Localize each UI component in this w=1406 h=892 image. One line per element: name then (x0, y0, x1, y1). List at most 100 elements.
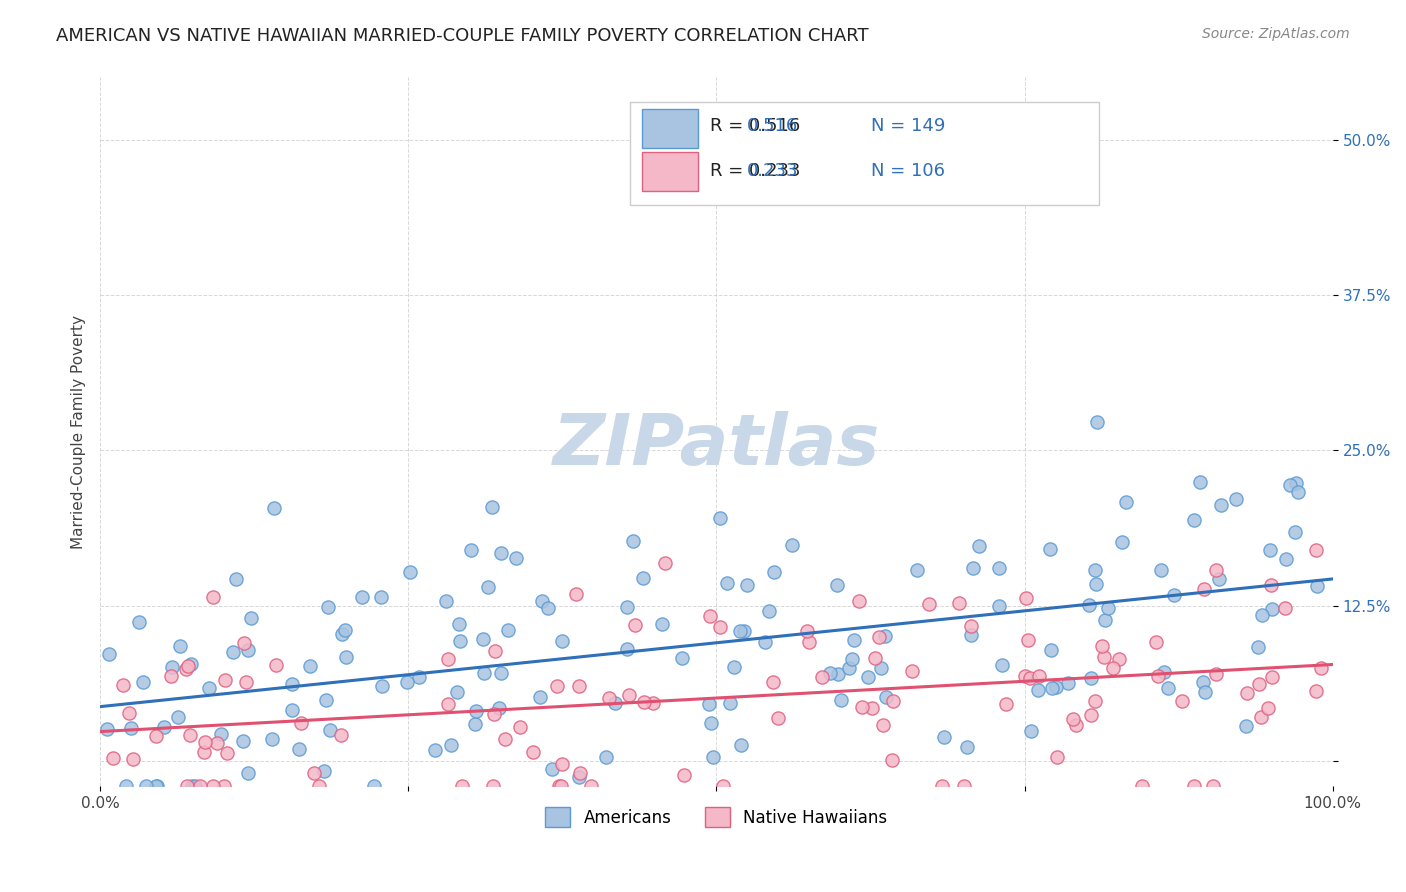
Point (811, 670, 834, 684)
Point (1261, 601, 1284, 615)
Point (1078, 598, 1101, 612)
Point (114, 779, 136, 793)
Point (145, 729, 167, 743)
Point (1040, 681, 1063, 695)
Point (482, 779, 505, 793)
Point (1080, 671, 1102, 685)
Point (1028, 669, 1050, 683)
Point (121, 752, 143, 766)
Point (616, 599, 638, 614)
Point (969, 539, 991, 553)
Point (288, 741, 311, 756)
Point (1274, 600, 1296, 615)
Point (931, 779, 953, 793)
Point (1157, 681, 1180, 695)
Point (97, 647, 120, 661)
Point (848, 594, 870, 608)
Point (598, 690, 620, 705)
Point (160, 660, 183, 674)
Point (780, 538, 803, 552)
Point (1275, 552, 1298, 566)
Point (1261, 670, 1284, 684)
Point (956, 739, 979, 754)
Legend: Americans, Native Hawaiians: Americans, Native Hawaiians (538, 800, 894, 834)
Point (1144, 635, 1167, 649)
Point (1258, 543, 1281, 558)
Point (481, 500, 503, 515)
Point (350, 591, 373, 605)
Point (1250, 710, 1272, 724)
Point (1019, 671, 1042, 685)
Point (1017, 633, 1039, 648)
Point (624, 617, 647, 632)
Text: N = 149: N = 149 (870, 117, 945, 135)
Point (621, 533, 644, 548)
Point (1062, 712, 1084, 726)
Point (948, 596, 970, 610)
Point (868, 630, 890, 644)
Text: Source: ZipAtlas.com: Source: ZipAtlas.com (1202, 27, 1350, 41)
Point (870, 661, 893, 675)
Point (1205, 563, 1227, 577)
Point (233, 636, 256, 650)
FancyBboxPatch shape (643, 110, 697, 148)
Point (550, 779, 572, 793)
Point (733, 624, 755, 639)
Point (1192, 582, 1215, 596)
Point (464, 705, 486, 719)
Point (302, 766, 325, 780)
Point (758, 604, 780, 618)
Point (236, 643, 259, 657)
Point (530, 594, 553, 608)
Point (363, 779, 385, 793)
Point (959, 619, 981, 633)
Point (838, 661, 860, 675)
Point (1080, 707, 1102, 722)
Point (1085, 415, 1108, 429)
Point (529, 690, 551, 705)
Point (799, 635, 821, 649)
Point (236, 765, 259, 780)
Point (988, 599, 1011, 613)
Point (1111, 535, 1133, 549)
Point (568, 679, 591, 693)
Point (505, 551, 527, 566)
Point (225, 573, 247, 587)
Point (860, 701, 883, 715)
Point (214, 779, 236, 793)
Point (198, 681, 221, 696)
Point (488, 701, 510, 715)
Point (181, 779, 204, 793)
Point (932, 730, 955, 744)
Point (235, 675, 257, 690)
Point (1021, 723, 1043, 738)
Point (1084, 563, 1107, 577)
Point (484, 643, 506, 657)
Point (766, 711, 789, 725)
Point (371, 680, 394, 694)
Point (201, 779, 224, 793)
Point (697, 697, 720, 711)
Point (568, 765, 591, 780)
Point (1247, 640, 1270, 654)
Point (315, 693, 337, 707)
Point (960, 628, 983, 642)
Point (496, 624, 519, 638)
Point (489, 546, 512, 560)
Point (472, 666, 495, 681)
Text: N = 106: N = 106 (870, 162, 945, 180)
Point (654, 556, 676, 570)
Point (1305, 579, 1327, 593)
Point (152, 720, 174, 734)
Point (1102, 661, 1125, 675)
Point (718, 696, 741, 710)
Point (135, 779, 157, 793)
Point (841, 651, 863, 665)
Point (396, 675, 419, 690)
Point (449, 617, 471, 632)
Point (671, 651, 693, 665)
Point (901, 664, 924, 678)
Point (446, 685, 468, 699)
Point (762, 675, 785, 690)
Point (1279, 478, 1302, 492)
